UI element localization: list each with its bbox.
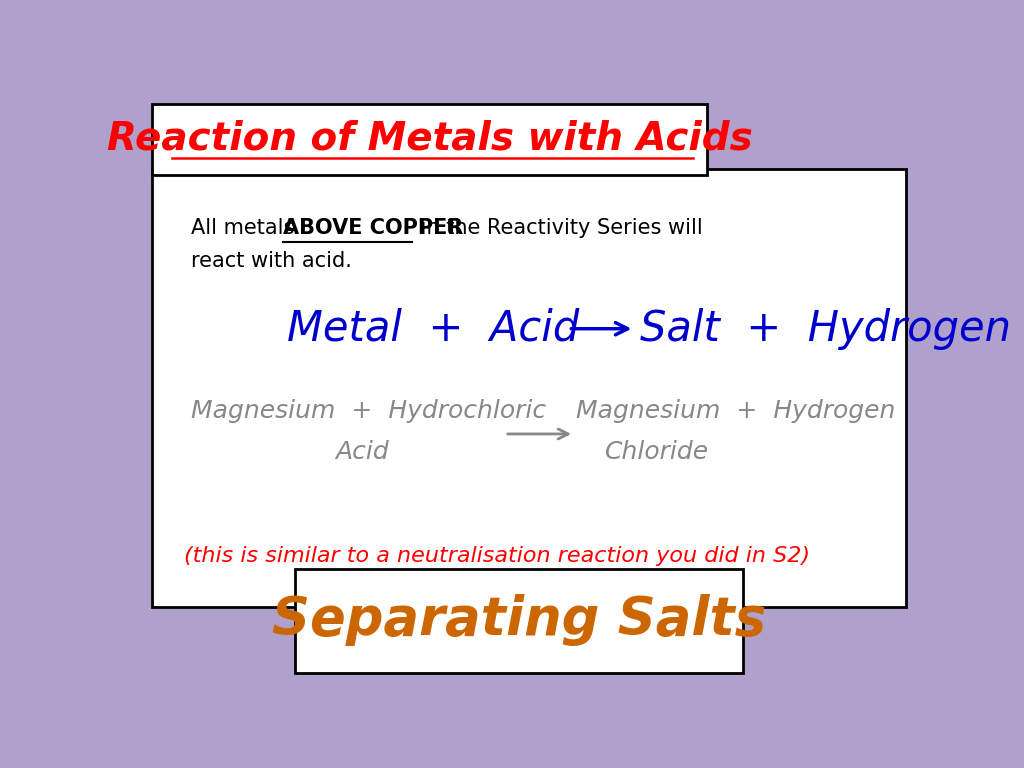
Text: All metals: All metals xyxy=(191,218,301,238)
Text: Separating Salts: Separating Salts xyxy=(272,594,766,646)
FancyBboxPatch shape xyxy=(152,169,906,607)
Text: (this is similar to a neutralisation reaction you did in S2): (this is similar to a neutralisation rea… xyxy=(183,546,810,566)
Text: Reaction of Metals with Acids: Reaction of Metals with Acids xyxy=(106,119,753,157)
Text: Metal  +  Acid: Metal + Acid xyxy=(287,308,592,349)
FancyBboxPatch shape xyxy=(295,569,743,673)
FancyBboxPatch shape xyxy=(152,104,708,175)
Text: Acid: Acid xyxy=(335,440,389,464)
Text: Salt  +  Hydrogen: Salt + Hydrogen xyxy=(640,308,1011,349)
Text: react with acid.: react with acid. xyxy=(191,250,352,270)
Text: Magnesium  +  Hydrogen: Magnesium + Hydrogen xyxy=(577,399,896,423)
Text: Magnesium  +  Hydrochloric: Magnesium + Hydrochloric xyxy=(191,399,547,423)
Text: in the Reactivity Series will: in the Reactivity Series will xyxy=(414,218,702,238)
Text: ABOVE COPPER: ABOVE COPPER xyxy=(283,218,463,238)
Text: Chloride: Chloride xyxy=(605,440,710,464)
